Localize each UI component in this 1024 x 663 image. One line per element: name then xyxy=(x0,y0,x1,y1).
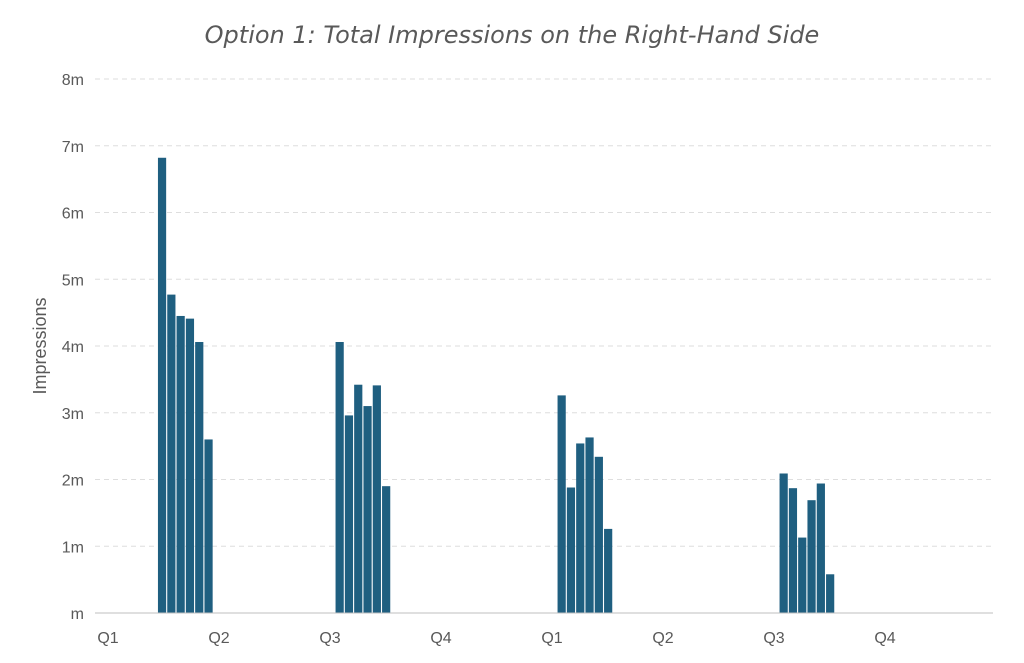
bar xyxy=(167,294,176,613)
bar xyxy=(335,341,344,613)
bar xyxy=(157,157,167,613)
bar xyxy=(798,537,807,613)
x-tick-label: Q2 xyxy=(652,630,673,647)
bar xyxy=(816,483,825,613)
x-tick-label: Q1 xyxy=(97,630,118,647)
y-tick-label: 8m xyxy=(62,72,84,89)
y-tick-label: 3m xyxy=(62,406,84,423)
bar xyxy=(204,439,213,613)
bar xyxy=(594,456,603,613)
bar xyxy=(344,415,354,613)
y-tick-label: m xyxy=(71,606,84,623)
bar xyxy=(176,315,185,613)
y-axis-label: Impressions xyxy=(30,297,50,394)
y-tick-label: 5m xyxy=(62,272,84,289)
bar xyxy=(372,385,381,613)
bars xyxy=(157,157,835,613)
x-tick-label: Q3 xyxy=(319,630,340,647)
bar xyxy=(604,528,613,613)
bar xyxy=(185,318,195,613)
bar xyxy=(557,395,566,613)
y-tick-labels: m 1m 2m 3m 4m 5m 6m 7m 8m xyxy=(62,72,84,623)
chart-title: Option 1: Total Impressions on the Right… xyxy=(205,21,820,49)
y-tick-label: 1m xyxy=(62,539,84,556)
bar xyxy=(779,473,788,613)
y-tick-label: 2m xyxy=(62,473,84,490)
bar xyxy=(363,406,372,613)
bar xyxy=(354,384,363,613)
bar xyxy=(826,574,835,613)
x-tick-labels: Q1 Q2 Q3 Q4 Q1 Q2 Q3 Q4 xyxy=(97,630,895,647)
gridlines xyxy=(95,78,993,547)
bar xyxy=(585,437,594,613)
x-tick-label: Q2 xyxy=(208,630,229,647)
bar xyxy=(788,488,798,613)
x-tick-label: Q4 xyxy=(430,630,451,647)
bar xyxy=(576,443,585,613)
y-tick-label: 7m xyxy=(62,139,84,156)
x-tick-label: Q4 xyxy=(874,630,895,647)
bar xyxy=(566,487,576,613)
x-tick-label: Q3 xyxy=(763,630,784,647)
bar xyxy=(195,341,204,613)
bar xyxy=(807,500,816,613)
y-tick-label: 6m xyxy=(62,206,84,223)
bar xyxy=(382,486,391,613)
x-tick-label: Q1 xyxy=(541,630,562,647)
y-tick-label: 4m xyxy=(62,339,84,356)
